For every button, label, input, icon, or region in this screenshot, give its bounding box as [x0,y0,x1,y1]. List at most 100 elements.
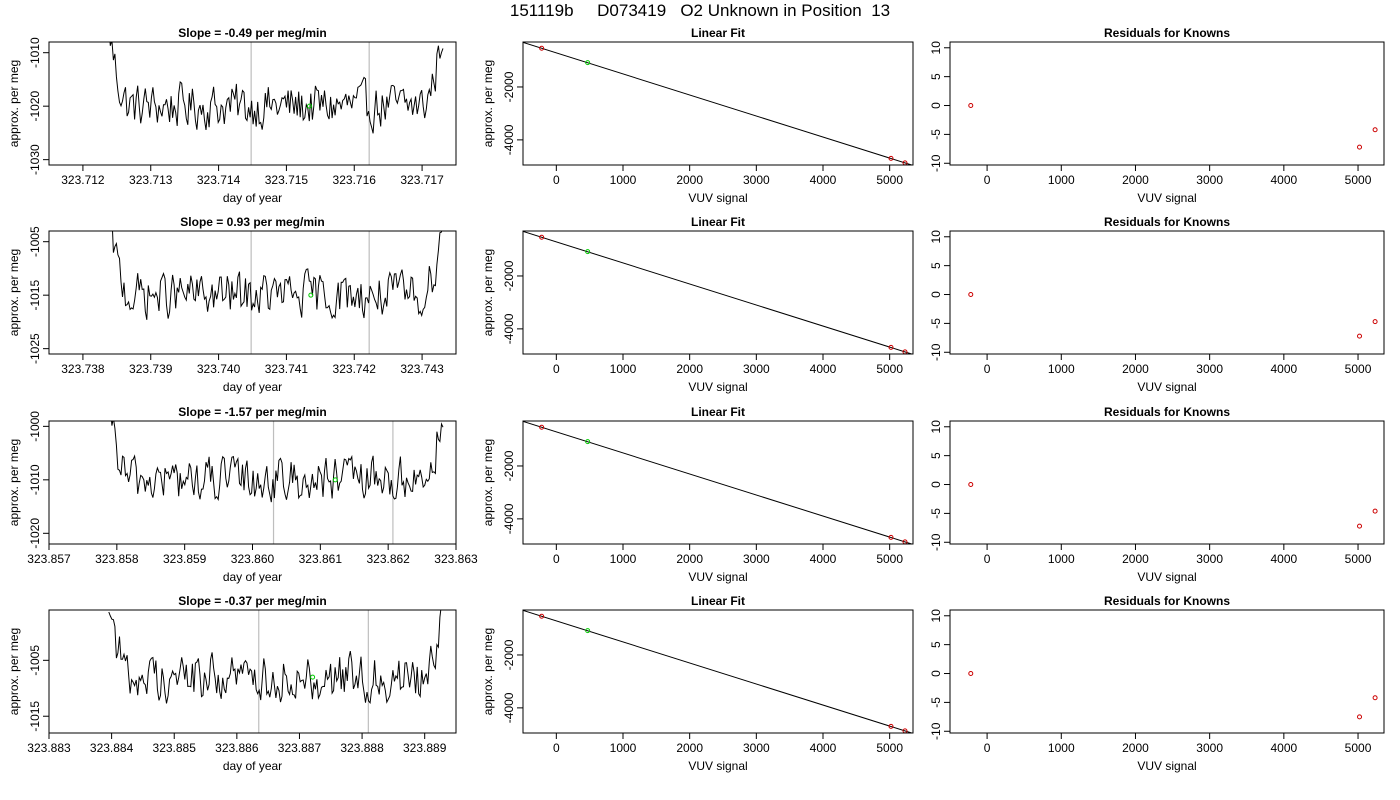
y-tick-label: -1010 [28,37,42,68]
panel-title: Residuals for Knowns [1104,215,1230,229]
x-tick-label: 4000 [810,362,837,376]
y-tick-label: -2000 [502,260,516,291]
known-point [1372,508,1378,514]
y-tick-label: 5 [929,73,943,80]
plot-frame [522,609,914,734]
mean-point [308,292,314,298]
x-tick-label: 0 [553,741,560,755]
known-point [888,155,894,161]
x-tick-label: 4000 [1270,362,1297,376]
panel-1-3: Residuals for Knowns 0 1000 2000 3000 4000 500… [929,26,1385,205]
y-tick-label: -5 [929,508,943,519]
y-tick-label: -1025 [28,333,42,364]
y-axis-label: approx. per meg [7,628,21,715]
x-tick-label: 2000 [1122,173,1149,187]
y-tick-label: -1020 [28,518,42,549]
x-tick-label: 323.863 [434,552,478,566]
y-tick-label: -1030 [28,144,42,175]
unknown-point [585,249,591,255]
panel-3-2: Linear Fit 0 1000 2000 3000 4000 5000 -2000 -400… [481,405,914,584]
signal-trace [109,42,444,134]
x-tick-label: 323.886 [215,741,259,755]
x-tick-label: 5000 [876,552,903,566]
x-tick-label: 323.715 [265,173,309,187]
x-tick-label: 5000 [876,741,903,755]
panel-title: Linear Fit [691,594,745,608]
y-axis-label: approx. per meg [481,60,495,147]
panel-title: Residuals for Knowns [1104,405,1230,419]
x-tick-label: 5000 [1345,173,1372,187]
known-point [539,613,545,619]
x-tick-label: 323.739 [129,362,173,376]
y-tick-label: 0 [929,102,943,109]
x-axis-label: VUV signal [688,380,747,394]
panel-title: Slope = 0.93 per meg/min [180,215,324,229]
x-tick-label: 323.888 [340,741,384,755]
plot-area [968,292,1378,339]
panel-title: Residuals for Knowns [1104,594,1230,608]
y-tick-label: 0 [929,670,943,677]
page-title: 151119b D073419 O2 Unknown in Position 1… [509,1,891,20]
y-tick-label: -5 [929,697,943,708]
x-axis-label: VUV signal [1137,380,1196,394]
known-point [888,723,894,729]
x-axis-label: day of year [223,759,282,773]
y-tick-label: 0 [929,481,943,488]
plot-area [108,610,442,733]
plot-frame [48,41,457,166]
y-axis-label: approx. per meg [7,249,21,336]
x-tick-label: 323.860 [231,552,275,566]
x-axis-label: VUV signal [688,191,747,205]
known-point [1372,695,1378,701]
x-axis-label: day of year [223,570,282,584]
y-tick-label: 10 [929,230,943,244]
x-tick-label: 323.862 [366,552,410,566]
plot-area [523,231,913,354]
y-tick-label: -2000 [502,450,516,481]
x-tick-label: 1000 [610,173,637,187]
plot-frame [48,420,457,545]
x-tick-label: 3000 [1196,741,1223,755]
y-axis-label: approx. per meg [7,60,21,147]
y-tick-label: -4000 [502,692,516,723]
x-tick-label: 323.716 [333,173,377,187]
known-point [1357,333,1363,339]
x-tick-label: 323.741 [265,362,309,376]
known-point [1372,319,1378,325]
x-tick-label: 0 [984,552,991,566]
x-tick-label: 5000 [1345,552,1372,566]
x-tick-label: 1000 [1048,362,1075,376]
x-tick-label: 2000 [1122,552,1149,566]
plot-area [968,482,1378,529]
x-axis-label: VUV signal [688,570,747,584]
known-point [888,344,894,350]
x-tick-label: 1000 [610,741,637,755]
y-tick-label: -2000 [502,71,516,102]
known-point [968,292,974,298]
unknown-point [585,628,591,634]
panel-title: Residuals for Knowns [1104,26,1230,40]
y-tick-label: -1010 [28,464,42,495]
known-point [968,671,974,677]
x-tick-label: 5000 [876,173,903,187]
y-axis-label: approx. per meg [481,628,495,715]
known-point [968,103,974,109]
x-tick-label: 323.712 [61,173,105,187]
plot-frame [522,230,914,355]
panel-1-1: Slope = -0.49 per meg/min 323.712 323.713 3… [7,26,457,205]
x-axis-label: VUV signal [688,759,747,773]
x-tick-label: 323.713 [129,173,173,187]
panel-4-1: Slope = -0.37 per meg/min 323.883 323.884 3… [7,594,457,773]
x-tick-label: 3000 [1196,362,1223,376]
x-tick-label: 1000 [1048,741,1075,755]
x-tick-label: 1000 [610,552,637,566]
x-tick-label: 323.738 [61,362,105,376]
fit-line [523,42,913,165]
x-tick-label: 0 [984,173,991,187]
plot-frame [522,41,914,166]
panel-3-3: Residuals for Knowns 0 1000 2000 3000 4000 500… [929,405,1385,584]
x-tick-label: 3000 [743,552,770,566]
y-tick-label: -10 [929,154,943,172]
x-tick-label: 323.883 [27,741,71,755]
